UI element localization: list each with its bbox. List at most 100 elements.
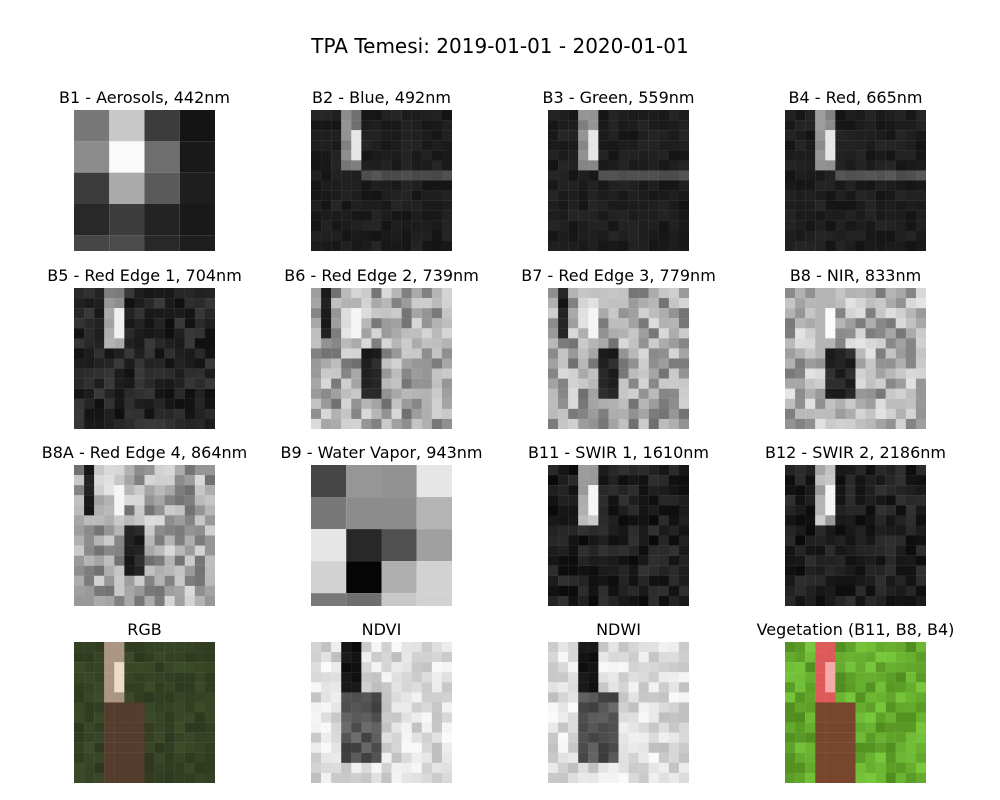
raster-pixel	[174, 752, 185, 763]
raster-pixel	[84, 318, 95, 329]
raster-pixel	[154, 398, 165, 409]
raster-pixel	[865, 190, 876, 201]
raster-pixel	[84, 348, 95, 359]
raster-pixel	[628, 150, 639, 161]
raster-pixel	[578, 328, 589, 339]
raster-pixel	[411, 180, 422, 191]
raster-pixel	[401, 190, 412, 201]
raster-pixel	[421, 328, 432, 339]
raster-pixel	[668, 722, 680, 733]
raster-pixel	[825, 742, 836, 753]
raster-pixel	[331, 288, 342, 299]
raster-pixel	[94, 505, 105, 516]
raster-pixel	[341, 662, 352, 673]
raster-pixel	[104, 585, 115, 597]
raster-pixel	[311, 160, 322, 171]
raster-pixel	[658, 210, 669, 221]
raster-pixel	[628, 742, 639, 753]
raster-pixel	[416, 593, 452, 606]
raster-pixel	[391, 220, 402, 231]
raster-pixel	[391, 732, 402, 743]
raster-pixel	[184, 358, 195, 369]
raster-pixel	[815, 465, 826, 476]
raster-pixel	[905, 642, 917, 653]
raster-pixel	[608, 595, 619, 606]
raster-pixel	[558, 535, 569, 546]
raster-pixel	[598, 150, 609, 161]
raster-pixel	[855, 525, 866, 536]
raster-pixel	[441, 328, 452, 339]
raster-pixel	[835, 545, 846, 556]
raster-pixel	[855, 318, 866, 329]
raster-pixel	[558, 240, 569, 251]
raster-pixel	[578, 418, 589, 429]
raster-pixel	[558, 515, 569, 526]
raster-pixel	[194, 495, 206, 506]
raster-pixel	[638, 752, 649, 763]
raster-pixel	[668, 110, 680, 121]
raster-pixel	[785, 298, 796, 309]
raster-pixel	[174, 348, 185, 359]
raster-pixel	[548, 408, 559, 420]
raster-pixel	[598, 240, 609, 251]
raster-pixel	[174, 702, 185, 713]
raster-pixel	[915, 545, 926, 556]
raster-pixel	[658, 772, 669, 783]
raster-pixel	[658, 288, 669, 299]
raster-pixel	[371, 702, 382, 713]
raster-pixel	[678, 465, 689, 476]
raster-pixel	[74, 465, 85, 476]
raster-pixel	[194, 575, 206, 586]
raster-pixel	[164, 515, 175, 526]
raster-pixel	[321, 190, 332, 201]
raster-pixel	[321, 308, 332, 319]
raster-pixel	[865, 515, 876, 526]
raster-pixel	[154, 475, 165, 486]
raster-pixel	[678, 308, 689, 319]
raster-pixel	[845, 652, 856, 663]
raster-pixel	[915, 662, 926, 673]
raster-pixel	[668, 712, 680, 723]
raster-pixel	[815, 495, 826, 506]
raster-pixel	[598, 742, 609, 753]
raster-pixel	[638, 762, 649, 774]
raster-pixel	[568, 575, 579, 586]
raster-pixel	[825, 120, 836, 131]
raster-pixel	[109, 204, 145, 236]
raster-pixel	[321, 772, 332, 783]
raster-pixel	[441, 150, 452, 161]
raster-pixel	[321, 230, 332, 242]
raster-pixel	[124, 525, 135, 536]
raster-pixel	[351, 722, 362, 733]
raster-pixel	[154, 388, 165, 399]
raster-pixel	[548, 210, 559, 221]
raster-pixel	[331, 722, 342, 733]
band-title: B3 - Green, 559nm	[542, 88, 695, 107]
raster-pixel	[184, 388, 195, 399]
raster-pixel	[179, 172, 215, 204]
raster-pixel	[588, 595, 599, 606]
raster-pixel	[628, 120, 639, 131]
raster-pixel	[865, 545, 876, 556]
raster-pixel	[194, 288, 206, 299]
raster-pixel	[84, 328, 95, 339]
raster-pixel	[578, 348, 589, 359]
raster-pixel	[411, 348, 422, 359]
raster-pixel	[154, 652, 165, 663]
raster-pixel	[94, 652, 105, 663]
raster-pixel	[558, 418, 569, 429]
raster-pixel	[84, 378, 95, 389]
raster-pixel	[568, 190, 579, 201]
raster-pixel	[351, 398, 362, 409]
raster-pixel	[341, 358, 352, 369]
raster-pixel	[885, 338, 896, 349]
raster-pixel	[104, 308, 115, 319]
raster-pixel	[381, 240, 392, 251]
raster-pixel	[648, 358, 659, 369]
raster-pixel	[915, 140, 926, 151]
raster-pixel	[134, 288, 145, 299]
raster-pixel	[845, 398, 856, 409]
raster-pixel	[381, 170, 392, 181]
raster-pixel	[411, 672, 422, 683]
raster-pixel	[104, 495, 115, 506]
